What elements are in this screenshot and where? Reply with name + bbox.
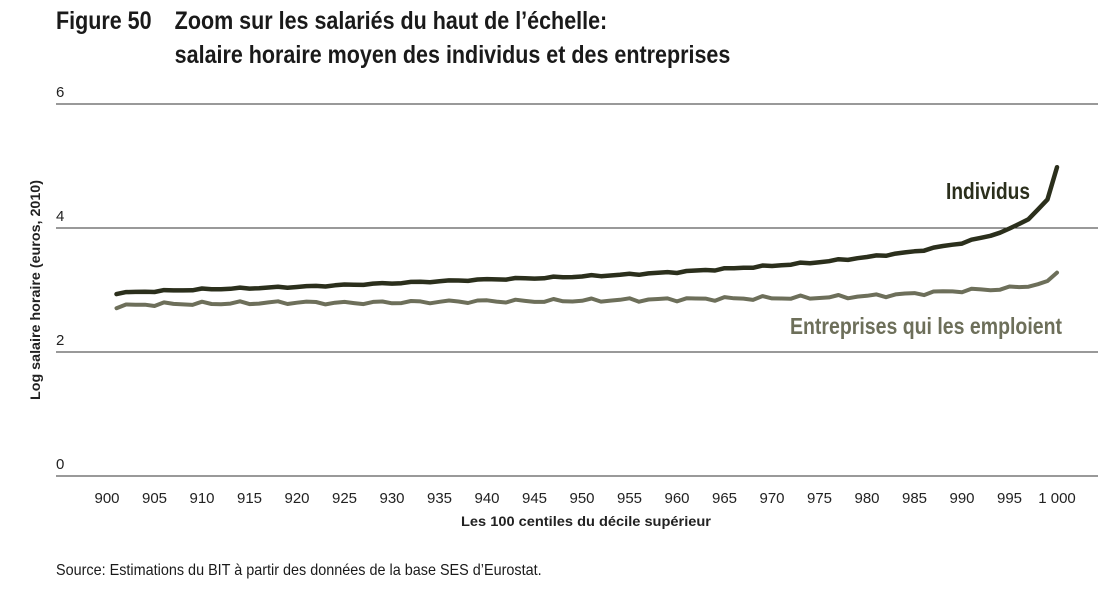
y-axis-title: Log salaire horaire (euros, 2010) — [27, 180, 43, 400]
series-label-entreprises: Entreprises qui les emploient — [790, 313, 1062, 339]
x-tick-label: 900 — [94, 490, 119, 507]
x-tick-label: 955 — [617, 490, 642, 507]
x-tick-label: 980 — [854, 490, 879, 507]
x-tick-label: 945 — [522, 490, 547, 507]
figure-number: Figure 50 — [56, 7, 152, 35]
x-tick-label: 990 — [949, 490, 974, 507]
x-tick-label: 920 — [284, 490, 309, 507]
y-tick-label: 0 — [56, 456, 64, 473]
x-tick-label: 925 — [332, 490, 357, 507]
x-tick-label: 905 — [142, 490, 167, 507]
y-tick-label: 2 — [56, 332, 64, 349]
x-tick-label: 930 — [379, 490, 404, 507]
series-lines — [114, 164, 1060, 311]
grid-lines — [56, 103, 1098, 477]
x-tick-label: 960 — [664, 490, 689, 507]
x-tick-label: 1 000 — [1038, 490, 1076, 507]
x-axis-title: Les 100 centiles du décile supérieur — [461, 513, 712, 529]
x-tick-label: 970 — [759, 490, 784, 507]
series-label-individus: Individus — [946, 178, 1030, 204]
x-tick-label: 950 — [569, 490, 594, 507]
y-tick-label: 4 — [56, 208, 64, 225]
x-axis-ticks: 900 905 910 915 920 925 930 935 940 945 950 955 960 9… — [94, 490, 1075, 507]
series-line-entreprises — [114, 270, 1059, 311]
x-tick-label: 935 — [427, 490, 452, 507]
y-axis-ticks: 0 2 4 6 — [56, 84, 64, 473]
y-tick-label: 6 — [56, 84, 64, 101]
x-tick-label: 910 — [189, 490, 214, 507]
figure-title: Figure 50 Zoom sur les salariés du haut d… — [56, 4, 730, 72]
x-tick-label: 995 — [997, 490, 1022, 507]
x-tick-label: 965 — [712, 490, 737, 507]
source-note: Source: Estimations du BIT à partir des … — [56, 562, 542, 579]
figure-title-line2: salaire horaire moyen des individus et d… — [174, 41, 731, 69]
series-line-individus — [114, 164, 1060, 297]
x-tick-label: 915 — [237, 490, 262, 507]
figure-title-line1: Zoom sur les salariés du haut de l’échel… — [174, 7, 608, 35]
x-tick-label: 975 — [807, 490, 832, 507]
x-tick-label: 985 — [902, 490, 927, 507]
x-tick-label: 940 — [474, 490, 499, 507]
